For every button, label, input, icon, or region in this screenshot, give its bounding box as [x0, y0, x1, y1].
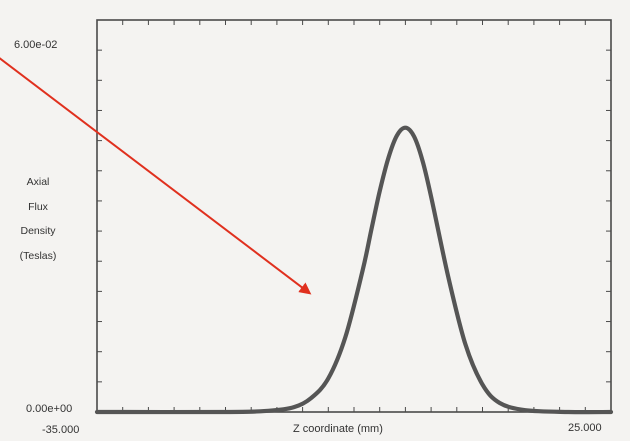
x-axis-label: Z coordinate (mm)	[293, 423, 383, 435]
y-axis-label-line-3: Density	[8, 225, 68, 237]
x-tick-label-left: -35.000	[42, 424, 79, 436]
y-tick-label-top: 6.00e-02	[14, 39, 57, 51]
x-tick-label-right: 25.000	[568, 422, 602, 434]
axes	[97, 20, 611, 412]
plot-frame	[97, 20, 611, 412]
y-axis-label-line-1: Axial	[8, 176, 68, 188]
y-tick-label-bottom: 0.00e+00	[26, 403, 72, 415]
series-layer	[97, 128, 611, 412]
y-axis-label-line-4: (Teslas)	[8, 250, 68, 262]
y-axis-label-line-2: Flux	[8, 201, 68, 213]
series-line-1	[97, 128, 611, 412]
axis-labels: 6.00e-02 0.00e+00 -35.000 25.000 Z coord…	[14, 39, 602, 436]
